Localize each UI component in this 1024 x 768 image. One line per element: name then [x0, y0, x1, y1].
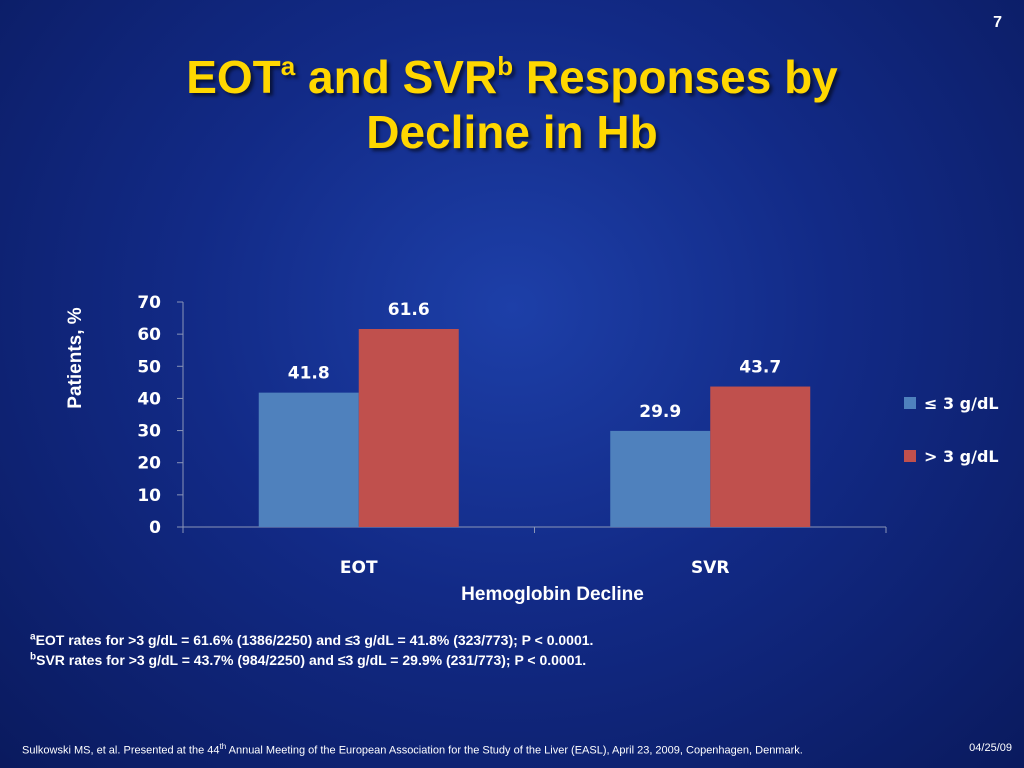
x-tick-label: EOT	[340, 558, 378, 578]
footnote-b: bSVR rates for >3 g/dL = 43.7% (984/2250…	[30, 650, 593, 670]
y-tick-label: 10	[137, 486, 161, 506]
citation: Sulkowski MS, et al. Presented at the 44…	[22, 742, 1012, 757]
slide-title: EOTa and SVRb Responses by Decline in Hb	[0, 50, 1024, 160]
bar	[710, 386, 811, 527]
citation-sup: th	[219, 742, 227, 751]
title-line-1: EOTa and SVRb Responses by	[0, 50, 1024, 105]
slide-number: 7	[993, 14, 1002, 31]
title-svr: and SVR	[295, 51, 498, 103]
citation-date: 04/25/09	[969, 742, 1012, 754]
title-rest: Responses by	[513, 51, 838, 103]
data-label: 41.8	[288, 364, 330, 384]
x-axis-title: Hemoglobin Decline	[461, 584, 644, 605]
citation-text-before: Sulkowski MS, et al. Presented at the 44	[22, 744, 220, 757]
footnotes: aEOT rates for >3 g/dL = 61.6% (1386/225…	[30, 630, 593, 671]
footnote-a-text: EOT rates for >3 g/dL = 61.6% (1386/2250…	[35, 632, 594, 648]
legend-swatch	[904, 397, 916, 409]
footnote-b-text: SVR rates for >3 g/dL = 43.7% (984/2250)…	[36, 652, 587, 669]
data-label: 43.7	[739, 358, 781, 378]
y-tick-label: 70	[137, 293, 161, 313]
x-tick-label: SVR	[691, 558, 730, 578]
footnote-b-marker: b	[30, 651, 37, 663]
y-tick-label: 20	[137, 454, 161, 474]
legend-swatch	[904, 450, 916, 462]
data-label: 29.9	[639, 402, 681, 422]
bar	[610, 430, 711, 527]
footnote-a-marker: a	[30, 631, 36, 643]
title-eot: EOT	[186, 51, 281, 103]
y-axis-title: Patients, %	[65, 307, 86, 408]
title-line-2: Decline in Hb	[366, 106, 658, 159]
y-tick-label: 50	[137, 357, 161, 377]
bar	[358, 329, 459, 527]
legend-label: > 3 g/dL	[924, 447, 999, 466]
y-tick-label: 30	[137, 422, 161, 442]
y-tick-label: 0	[149, 518, 161, 538]
citation-text-after: Annual Meeting of the European Associati…	[226, 744, 803, 757]
title-sup-a: a	[280, 51, 296, 81]
bar	[258, 392, 359, 527]
footnote-a: aEOT rates for >3 g/dL = 61.6% (1386/225…	[30, 630, 593, 650]
citation-text: Sulkowski MS, et al. Presented at the 44…	[22, 742, 803, 757]
legend-label: ≤ 3 g/dL	[924, 394, 999, 413]
title-sup-b: b	[497, 51, 514, 81]
data-label: 61.6	[388, 300, 430, 320]
y-tick-label: 40	[137, 389, 161, 409]
y-tick-label: 60	[137, 325, 161, 345]
